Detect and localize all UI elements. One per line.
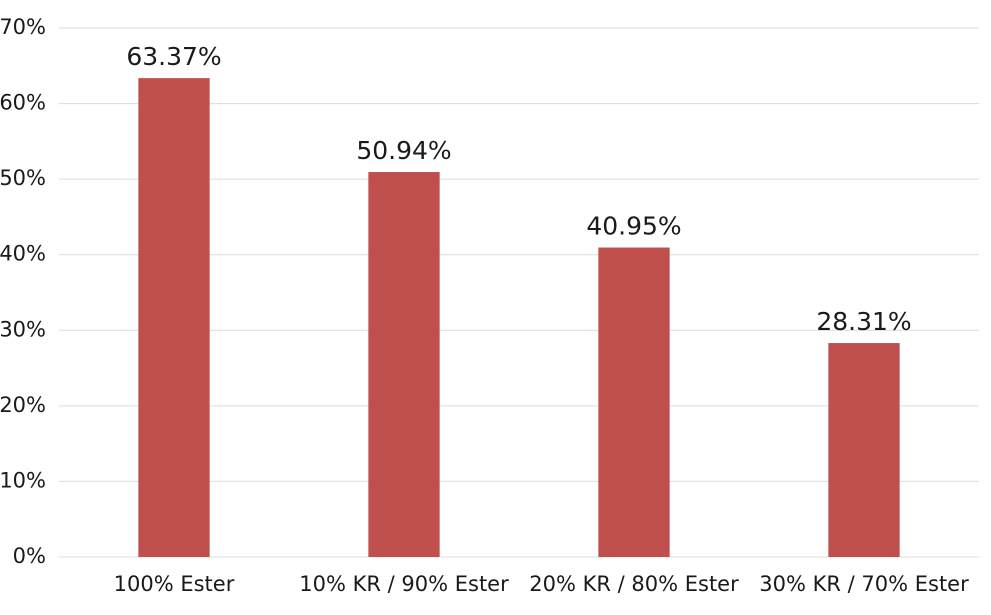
x-tick-label: 100% Ester	[114, 572, 235, 596]
value-label: 50.94%	[356, 136, 451, 165]
x-tick-label: 30% KR / 70% Ester	[759, 572, 969, 596]
y-tick-label: 0%	[13, 544, 46, 568]
y-tick-label: 30%	[0, 317, 46, 341]
value-label: 40.95%	[586, 212, 681, 241]
y-tick-label: 20%	[0, 393, 46, 417]
bar	[138, 78, 210, 558]
bar	[368, 172, 440, 558]
value-label: 28.31%	[816, 307, 911, 336]
y-tick-label: 60%	[0, 91, 46, 115]
x-tick-label: 10% KR / 90% Ester	[299, 572, 509, 596]
y-tick-label: 50%	[0, 166, 46, 190]
x-tick-label: 20% KR / 80% Ester	[529, 572, 739, 596]
bar	[598, 247, 670, 557]
y-tick-label: 40%	[0, 242, 46, 266]
value-label: 63.37%	[126, 42, 221, 71]
bar	[828, 343, 900, 557]
y-tick-label: 10%	[0, 468, 46, 492]
y-tick-label: 70%	[0, 15, 46, 39]
